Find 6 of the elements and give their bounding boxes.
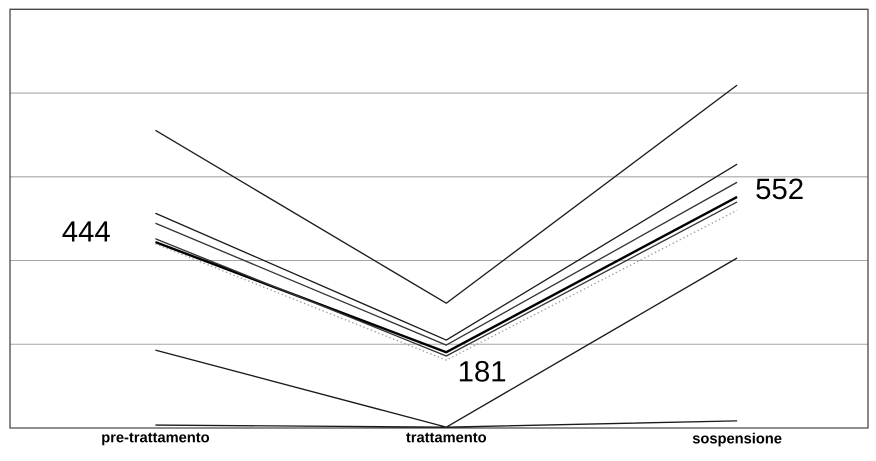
- x-tick-label: sospensione: [692, 432, 782, 446]
- x-tick-label: trattamento: [406, 432, 486, 442]
- data-label: 181: [460, 360, 506, 382]
- data-label: 552: [756, 178, 803, 200]
- x-tick-label: pre-trattamento: [102, 432, 210, 446]
- data-label: 444: [62, 221, 110, 242]
